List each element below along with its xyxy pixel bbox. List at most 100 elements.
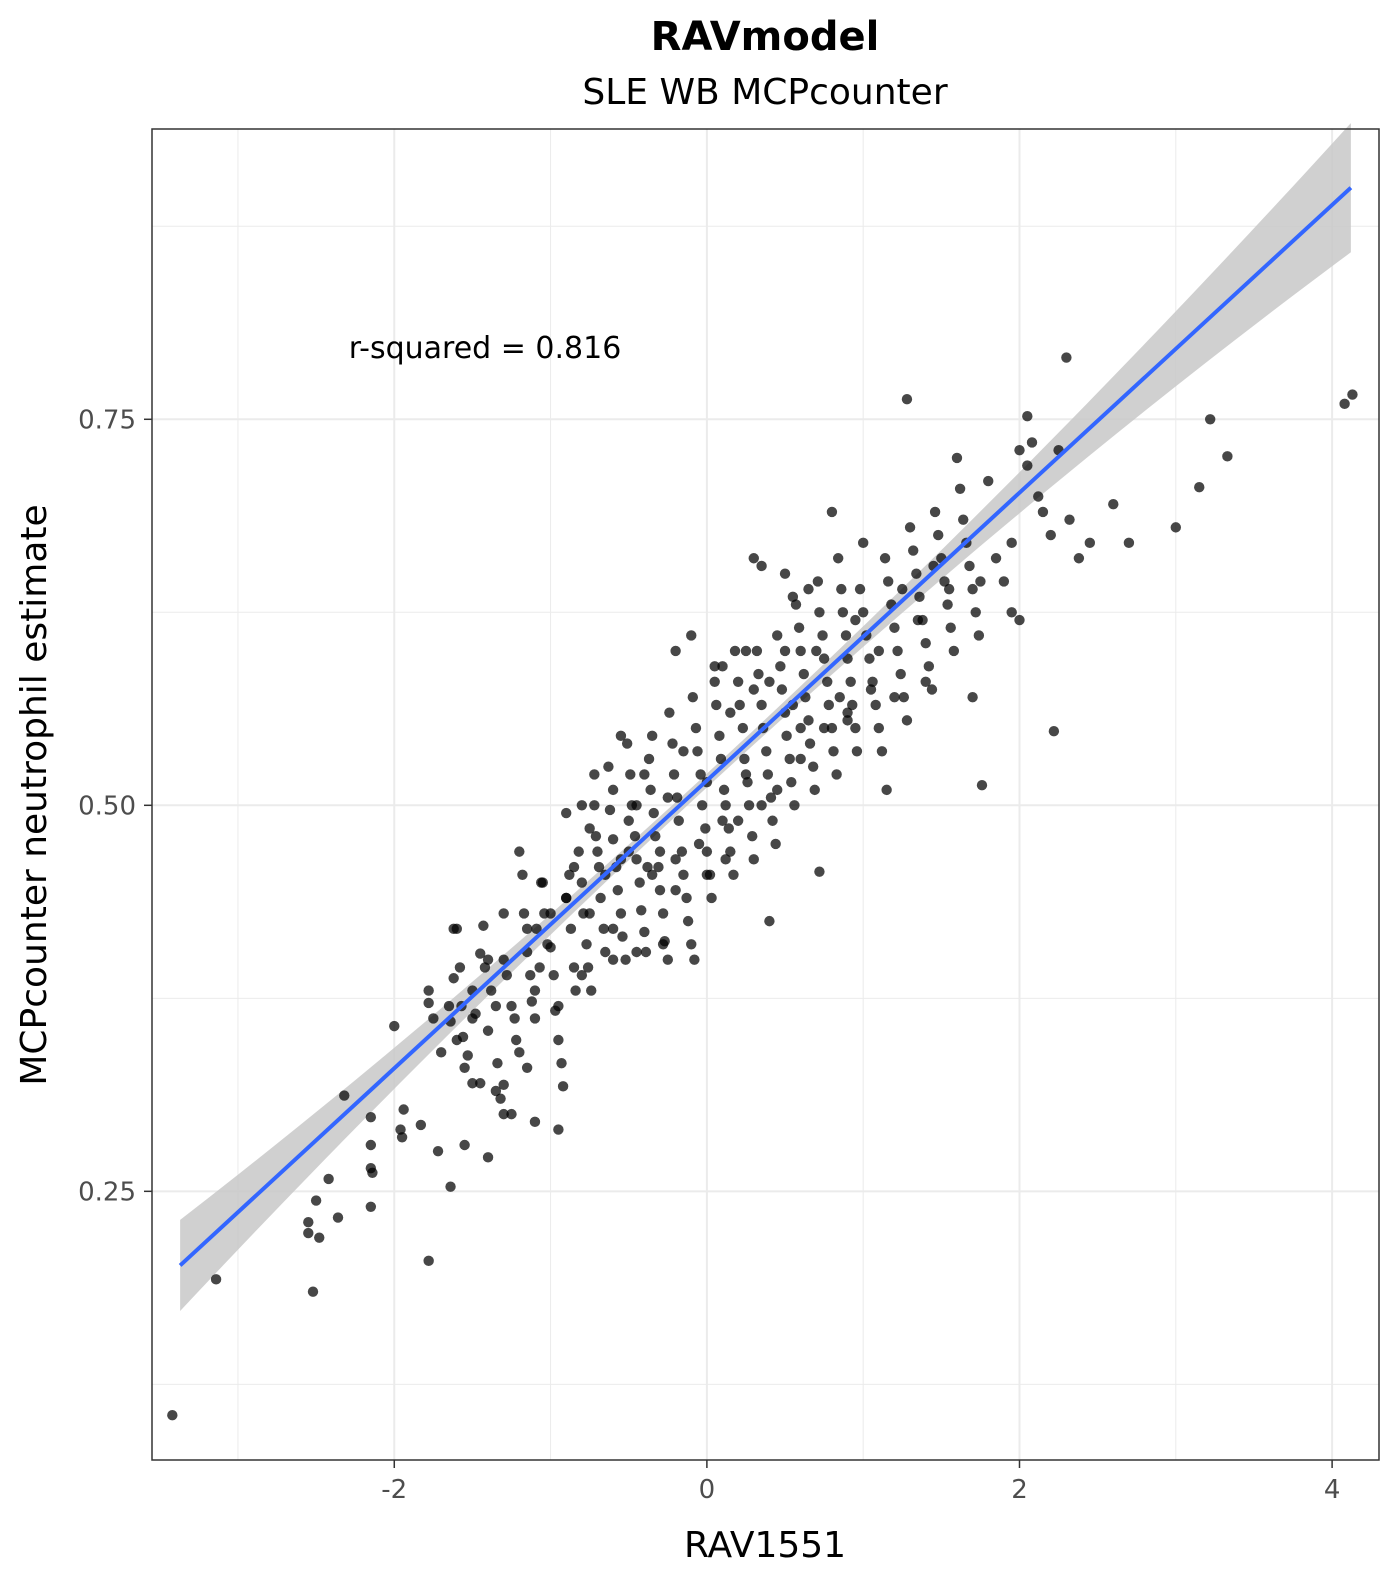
data-point — [854, 583, 866, 595]
data-point — [870, 699, 881, 711]
data-point — [323, 1173, 334, 1185]
data-point — [901, 715, 913, 726]
data-point — [908, 545, 919, 556]
data-point — [826, 722, 838, 734]
data-point — [673, 815, 684, 826]
data-point — [740, 769, 752, 780]
data-point — [933, 529, 944, 541]
data-point — [593, 861, 605, 873]
data-point — [603, 761, 614, 772]
data-point — [845, 676, 856, 687]
data-point — [584, 823, 595, 834]
data-point — [873, 722, 885, 734]
data-point — [639, 926, 650, 938]
data-point — [811, 645, 822, 657]
data-point — [1123, 537, 1135, 549]
data-point — [1037, 506, 1049, 518]
data-point — [582, 962, 594, 973]
data-point — [693, 838, 705, 850]
data-point — [911, 568, 922, 579]
data-point — [1084, 537, 1096, 549]
data-point — [459, 1062, 470, 1074]
chart-title: RAVmodel — [651, 14, 880, 60]
data-point — [615, 908, 627, 919]
data-point — [762, 769, 774, 780]
data-point — [443, 1000, 455, 1012]
data-point — [640, 946, 652, 958]
data-point — [904, 522, 916, 533]
data-point — [395, 1124, 406, 1135]
data-point — [310, 1195, 322, 1206]
data-point — [595, 892, 606, 904]
data-point — [881, 784, 892, 796]
data-point — [534, 962, 545, 973]
data-point — [779, 645, 791, 657]
data-point — [1222, 451, 1233, 462]
data-point — [568, 861, 580, 873]
data-point — [926, 684, 938, 695]
data-point — [490, 1000, 502, 1012]
data-point — [671, 792, 683, 803]
data-point — [823, 699, 835, 711]
axes: -2 0 2 4 0.25 0.50 0.75 — [78, 405, 1340, 1505]
data-point — [1014, 614, 1025, 626]
data-point — [307, 1286, 319, 1297]
data-point — [525, 969, 536, 981]
data-points — [167, 352, 1358, 1421]
data-point — [445, 1181, 456, 1192]
data-point — [740, 645, 752, 657]
data-point — [526, 996, 538, 1007]
data-point — [831, 769, 842, 780]
data-point — [553, 1124, 564, 1135]
data-point — [776, 684, 788, 695]
data-point — [1061, 352, 1072, 363]
data-point — [943, 583, 955, 595]
data-point — [1033, 491, 1044, 502]
data-point — [948, 645, 960, 657]
data-point — [818, 722, 830, 734]
data-point — [689, 954, 700, 965]
data-point — [631, 946, 642, 958]
data-point — [798, 668, 809, 680]
data-point — [723, 823, 734, 834]
x-tick-label: -2 — [381, 1475, 407, 1505]
data-point — [795, 645, 806, 657]
data-point — [642, 861, 653, 873]
data-point — [668, 769, 680, 780]
data-point — [873, 645, 885, 657]
data-point — [625, 769, 636, 780]
data-point — [770, 838, 781, 850]
data-point — [945, 622, 956, 633]
data-point — [415, 1119, 427, 1131]
data-point — [576, 969, 588, 981]
data-point — [711, 699, 722, 711]
data-point — [807, 761, 819, 772]
data-point — [389, 1020, 400, 1032]
data-point — [514, 846, 525, 857]
data-point — [803, 583, 814, 595]
data-point — [367, 1167, 378, 1179]
data-point — [1006, 537, 1017, 549]
data-point — [814, 866, 825, 877]
data-point — [728, 869, 739, 880]
data-point — [789, 800, 800, 811]
data-point — [517, 869, 528, 880]
data-point — [568, 962, 580, 973]
data-point — [451, 923, 462, 935]
data-point — [743, 800, 755, 811]
data-point — [756, 560, 767, 572]
data-point — [662, 792, 674, 803]
data-point — [929, 506, 941, 518]
data-point — [521, 923, 533, 935]
data-point — [210, 1274, 222, 1285]
data-point — [662, 954, 674, 965]
data-point — [748, 553, 759, 564]
data-point — [976, 780, 988, 791]
data-point — [428, 1013, 439, 1024]
data-point — [832, 553, 844, 564]
x-tick-label: 0 — [699, 1475, 716, 1505]
data-point — [590, 830, 602, 842]
data-point — [518, 908, 530, 919]
data-point — [670, 885, 681, 896]
